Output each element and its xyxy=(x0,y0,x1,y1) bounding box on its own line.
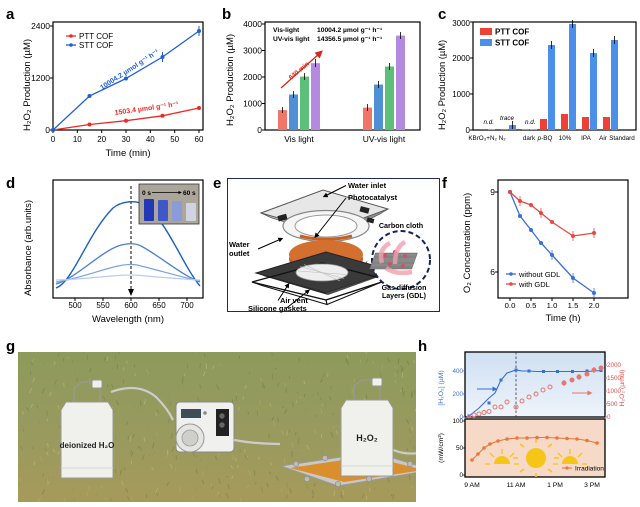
svg-text:1000: 1000 xyxy=(243,99,262,109)
svg-text:Vis-light: Vis-light xyxy=(273,27,300,34)
svg-text:Standard: Standard xyxy=(609,135,635,142)
svg-text:3000: 3000 xyxy=(452,20,470,28)
svg-text:Water inlet: Water inlet xyxy=(348,181,387,190)
svg-text:2000: 2000 xyxy=(243,72,262,82)
svg-text:11 AM: 11 AM xyxy=(507,482,526,489)
svg-text:60: 60 xyxy=(195,135,204,144)
svg-text:0: 0 xyxy=(51,135,56,144)
svg-text:6: 6 xyxy=(490,267,495,277)
svg-text:60 s: 60 s xyxy=(183,190,196,197)
svg-text:3 PM: 3 PM xyxy=(584,482,600,489)
svg-text:4000: 4000 xyxy=(243,20,262,29)
svg-text:UV-vis light: UV-vis light xyxy=(273,36,310,43)
svg-text:Photocatalyst: Photocatalyst xyxy=(348,193,398,202)
svg-text:0: 0 xyxy=(607,414,611,421)
svg-text:n.d.: n.d. xyxy=(525,119,536,126)
svg-text:550: 550 xyxy=(96,301,110,310)
svg-text:10004.2 µmol g⁻¹ h⁻¹: 10004.2 µmol g⁻¹ h⁻¹ xyxy=(99,48,161,91)
svg-text:3000: 3000 xyxy=(243,46,262,56)
svg-text:KBrO₃+N₂ N₂: KBrO₃+N₂ N₂ xyxy=(468,135,506,142)
svg-text:STT COF: STT COF xyxy=(495,39,529,48)
svg-text:H₂O₂ (µmol): H₂O₂ (µmol) xyxy=(619,370,626,407)
svg-text:IPA: IPA xyxy=(581,135,591,142)
svg-text:0: 0 xyxy=(257,125,262,135)
svg-text:10%: 10% xyxy=(559,135,572,142)
svg-text:9: 9 xyxy=(490,187,495,197)
svg-text:Time (h): Time (h) xyxy=(545,313,580,324)
svg-text:H₂O₂ Production (µM): H₂O₂ Production (µM) xyxy=(22,39,33,131)
svg-text:20: 20 xyxy=(97,135,106,144)
svg-text:0.0: 0.0 xyxy=(505,301,516,310)
svg-text:30: 30 xyxy=(122,135,131,144)
svg-text:[H₂O₂] (µM): [H₂O₂] (µM) xyxy=(438,370,445,405)
svg-text:dark: dark xyxy=(523,135,536,142)
svg-text:O₂ Concentration (ppm): O₂ Concentration (ppm) xyxy=(462,193,473,293)
svg-text:Irradiation: Irradiation xyxy=(575,466,604,473)
svg-text:2000: 2000 xyxy=(452,54,470,63)
svg-text:n.d.: n.d. xyxy=(484,119,495,126)
svg-text:UV-vis light: UV-vis light xyxy=(363,134,406,144)
svg-text:deionized H₂O: deionized H₂O xyxy=(60,441,115,450)
svg-text:STT COF: STT COF xyxy=(79,41,113,50)
svg-text:H₂O₂ Production (µM): H₂O₂ Production (µM) xyxy=(437,40,447,130)
svg-text:0: 0 xyxy=(466,126,471,135)
svg-text:trace: trace xyxy=(500,115,514,122)
svg-text:Vis light: Vis light xyxy=(284,134,314,144)
svg-text:0.5: 0.5 xyxy=(526,301,537,310)
svg-text:0: 0 xyxy=(459,472,463,479)
svg-text:1000: 1000 xyxy=(452,90,470,99)
svg-text:Absorbance (arb.units): Absorbance (arb.units) xyxy=(23,200,34,296)
svg-text:Carbon cloth: Carbon cloth xyxy=(379,221,423,230)
svg-text:14356.5 µmol g⁻¹ h⁻¹: 14356.5 µmol g⁻¹ h⁻¹ xyxy=(317,36,383,43)
svg-text:2.0: 2.0 xyxy=(589,301,600,310)
svg-text:9 AM: 9 AM xyxy=(464,482,480,489)
svg-text:p-BQ: p-BQ xyxy=(537,135,553,142)
svg-text:H₂O₂: H₂O₂ xyxy=(356,433,378,443)
svg-text:500: 500 xyxy=(68,301,82,310)
svg-text:2400: 2400 xyxy=(31,21,50,31)
svg-text:PTT COF: PTT COF xyxy=(495,28,529,37)
svg-text:2000: 2000 xyxy=(607,362,622,369)
svg-text:0 s: 0 s xyxy=(142,190,151,197)
svg-text:Time (min): Time (min) xyxy=(105,148,150,159)
svg-text:40: 40 xyxy=(146,135,155,144)
svg-text:1 PM: 1 PM xyxy=(547,482,563,489)
svg-text:Layers (GDL): Layers (GDL) xyxy=(382,293,426,300)
svg-text:1200: 1200 xyxy=(31,73,50,83)
svg-text:200: 200 xyxy=(452,391,463,398)
svg-text:PTT COF: PTT COF xyxy=(79,32,113,41)
svg-text:700: 700 xyxy=(180,301,194,310)
svg-text:1.0: 1.0 xyxy=(547,301,558,310)
svg-text:50: 50 xyxy=(456,445,464,452)
svg-text:600: 600 xyxy=(124,301,138,310)
svg-text:650: 650 xyxy=(152,301,166,310)
svg-text:Wavelength (nm): Wavelength (nm) xyxy=(92,314,164,325)
svg-text:without GDL: without GDL xyxy=(518,270,560,279)
svg-text:(mW/cm²): (mW/cm²) xyxy=(438,433,445,463)
svg-text:outlet: outlet xyxy=(229,249,250,258)
svg-text:50: 50 xyxy=(170,135,179,144)
svg-text:10004.2 µmol g⁻¹ h⁻¹: 10004.2 µmol g⁻¹ h⁻¹ xyxy=(317,27,383,34)
svg-text:Gas diffusion: Gas diffusion xyxy=(382,285,427,292)
svg-text:with GDL: with GDL xyxy=(518,280,550,289)
svg-text:0: 0 xyxy=(45,125,50,135)
svg-text:400: 400 xyxy=(452,368,463,375)
svg-text:500: 500 xyxy=(607,401,618,408)
svg-text:100: 100 xyxy=(452,418,463,425)
svg-text:Water: Water xyxy=(229,240,250,249)
svg-text:Silicone gaskets: Silicone gaskets xyxy=(248,304,307,313)
svg-text:1.5: 1.5 xyxy=(568,301,579,310)
svg-text:H₂O₂ Production (µM): H₂O₂ Production (µM) xyxy=(225,34,236,126)
svg-text:Air: Air xyxy=(599,135,607,142)
svg-text:10: 10 xyxy=(73,135,82,144)
